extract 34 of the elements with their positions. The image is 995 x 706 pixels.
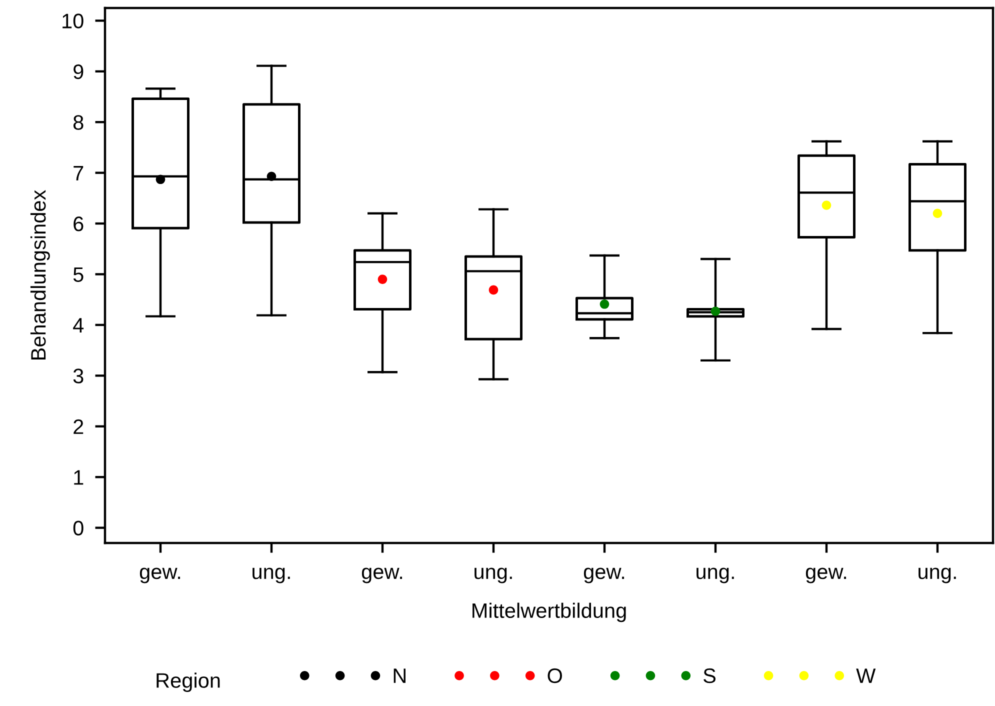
- point: [266, 172, 276, 182]
- y-tick-label: 9: [74, 64, 84, 80]
- x-tick-label: gew.: [362, 568, 402, 584]
- x-tick-label: gew.: [140, 568, 180, 584]
- point: [156, 174, 166, 184]
- x-tick-label: ung.: [918, 568, 956, 584]
- y-axis-title: Behandlungsindex: [30, 190, 50, 360]
- x-tick-label: gew.: [584, 568, 624, 584]
- y-tick-label: 1: [74, 470, 84, 485]
- y-tick-label: 0: [73, 520, 84, 536]
- y-tick-label: 3: [73, 368, 84, 384]
- point: [932, 208, 942, 218]
- point: [822, 200, 832, 210]
- legend-label: N: [394, 668, 406, 683]
- y-tick-label: 2: [74, 419, 84, 434]
- legend-label: O: [548, 668, 562, 684]
- point: [488, 285, 498, 295]
- x-tick-label: gew.: [806, 568, 846, 584]
- legend-label: S: [704, 668, 716, 684]
- y-tick-label: 4: [73, 318, 84, 332]
- point: [600, 299, 610, 309]
- y-tick-label: 5: [73, 267, 84, 282]
- y-tick-label: 6: [74, 216, 84, 232]
- legend-title: Region: [156, 672, 220, 692]
- x-tick-label: ung.: [474, 568, 512, 584]
- x-axis-title: Mittelwertbildung: [472, 602, 626, 622]
- y-tick-label: 10: [62, 14, 84, 28]
- point: [378, 274, 388, 284]
- x-tick-label: ung.: [252, 568, 290, 584]
- legend-label: W: [856, 668, 876, 683]
- y-tick-label: 7: [74, 166, 84, 180]
- x-tick-label: ung.: [696, 568, 734, 584]
- y-tick-label: 8: [73, 115, 84, 130]
- point: [710, 306, 720, 316]
